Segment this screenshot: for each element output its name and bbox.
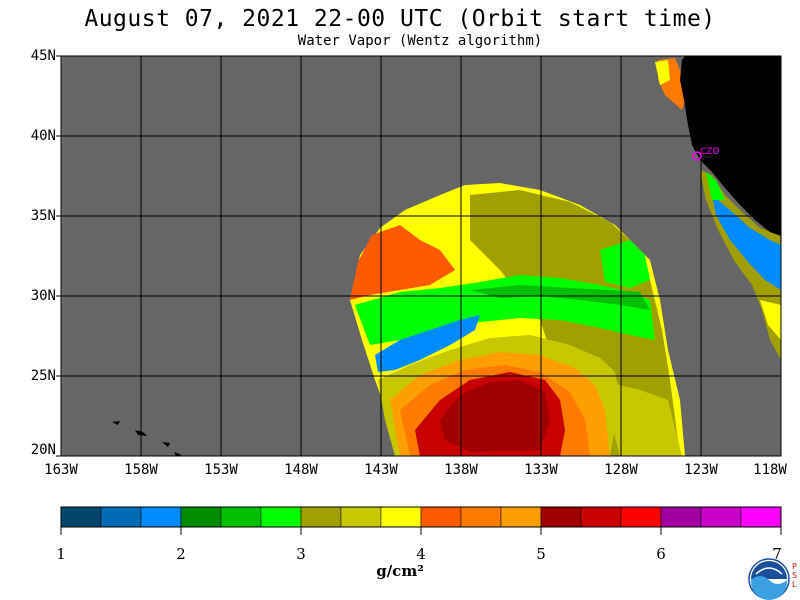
hawaii-island [174,452,182,456]
map-subtitle: Water Vapor (Wentz algorithm) [297,33,543,49]
coastal-blue [712,195,781,290]
swath-blue-band [375,315,480,372]
colorbar-tick-label: 6 [656,545,666,563]
colorbar-swatch [300,506,342,528]
colorbar-unit: g/cm² [376,562,424,580]
colorbar-swatch [100,506,142,528]
lat-label: 40N [30,128,56,144]
hawaii-island [112,421,120,425]
colorbar-tick-label: 1 [56,545,66,563]
colorbar-swatch [540,506,582,528]
map-grid [61,56,781,456]
colorbar-swatch [460,506,502,528]
station-marker [692,151,702,161]
map-title: August 07, 2021 22-00 UTC (Orbit start t… [84,6,716,32]
swath-dark-red-core [440,380,550,452]
lon-label: 158W [124,462,158,478]
colorbar-swatch [580,506,622,528]
colorbar-swatch [140,506,182,528]
station-label: CZD [700,147,720,157]
lat-label: 25N [30,368,56,384]
colorbar-swatch [380,506,422,528]
hawaii-island [162,442,170,447]
colorbar-swatch [660,506,702,528]
lon-label: 148W [284,462,318,478]
coastal-green [706,172,725,200]
lon-label: 128W [604,462,638,478]
land-mass [680,56,781,236]
lon-label: 133W [524,462,558,478]
colorbar-swatch [420,506,462,528]
colorbar-tick-label: 2 [176,545,186,563]
noaa-logo-icon [748,558,790,600]
lon-label: 118W [753,462,787,478]
axis-ticks [56,55,61,457]
lon-label: 138W [444,462,478,478]
lon-label: 153W [204,462,238,478]
lon-label: 163W [44,462,78,478]
colorbar-swatch [740,506,782,528]
lon-label: 123W [684,462,718,478]
lon-label: 143W [364,462,398,478]
coastal-north-yellow [655,60,670,85]
lat-label: 20N [30,442,56,458]
colorbar-swatch [260,506,302,528]
colorbar-frame [60,506,782,528]
coastal-yellow [760,300,781,340]
lat-label: 45N [30,48,56,64]
colorbar-swatch [60,506,102,528]
colorbar-tick-label: 4 [416,545,426,563]
swath-orange-nw [350,225,455,300]
colorbar-tick-label: 7 [772,545,782,563]
colorbar-swatch [620,506,662,528]
colorbar-tick-label: 5 [536,545,546,563]
colorbar-tick-label: 3 [296,545,306,563]
colorbar-swatch [180,506,222,528]
colorbar-swatch [500,506,542,528]
colorbar-swatch [700,506,742,528]
swath-green-dark [470,285,650,310]
colorbar-swatch [220,506,262,528]
swath-green-ne [600,240,650,288]
colorbar-swatch [340,506,382,528]
lat-label: 30N [30,288,56,304]
lat-label: 35N [30,208,56,224]
map-frame [60,55,782,457]
colorbar [60,506,782,535]
